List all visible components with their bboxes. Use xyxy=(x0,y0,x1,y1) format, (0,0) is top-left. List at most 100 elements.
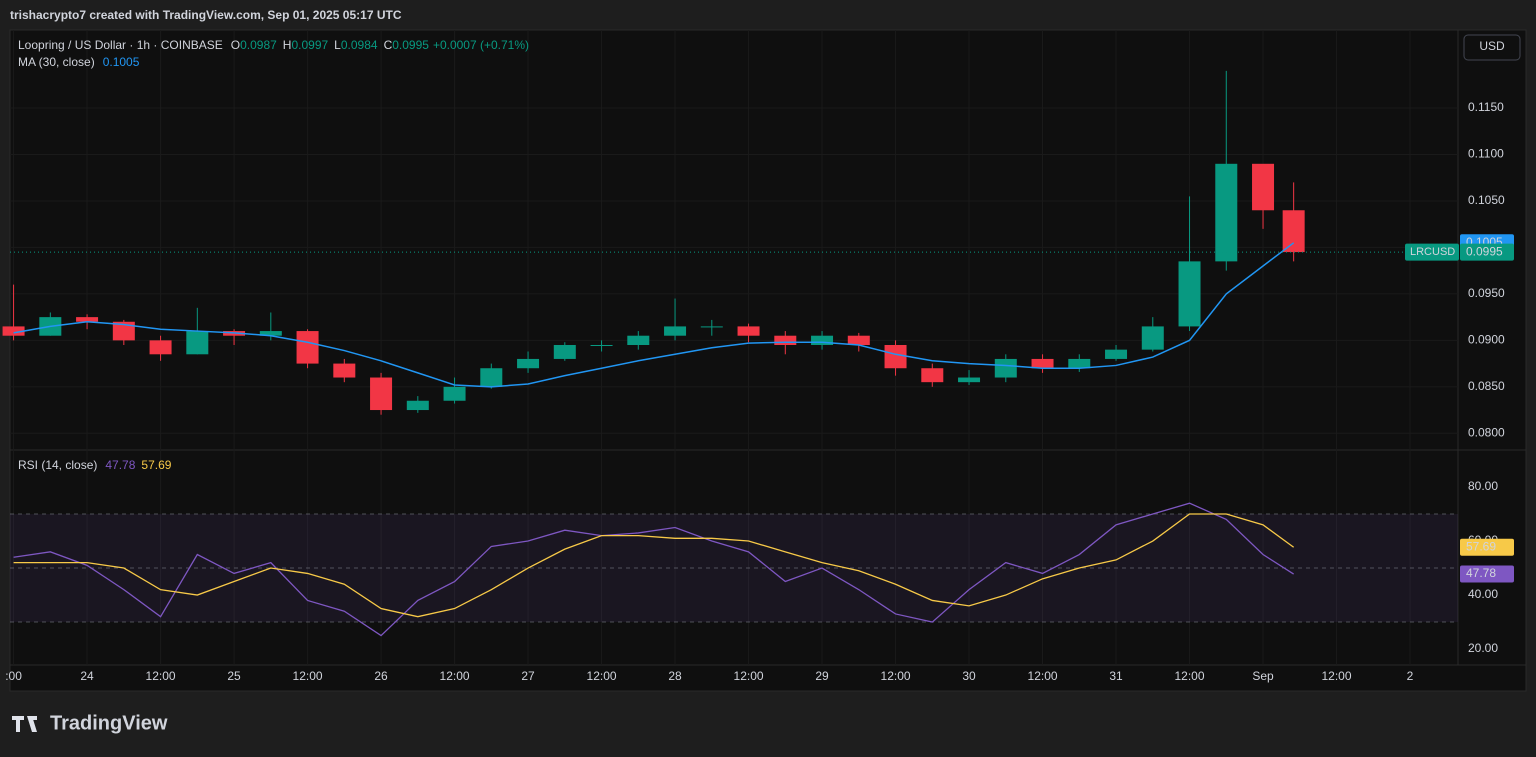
y-tick-label: 0.1050 xyxy=(1468,193,1505,207)
candle-body xyxy=(2,326,25,336)
rsi-legend: RSI (14, close) 47.78 57.69 xyxy=(18,458,172,472)
candle-body xyxy=(958,377,981,383)
candle-body xyxy=(1105,349,1128,359)
candle-body xyxy=(774,335,797,345)
candle-body xyxy=(1068,358,1091,369)
logo-text: TradingView xyxy=(50,712,168,734)
rsi-ma-badge-bg xyxy=(1460,538,1514,556)
currency-label[interactable]: USD xyxy=(1479,39,1505,53)
x-tick-label: 12:00 xyxy=(1175,669,1205,683)
candle-body xyxy=(1282,210,1305,253)
ma-legend: MA (30, close) 0.1005 xyxy=(18,55,140,69)
y-tick-label: 0.0850 xyxy=(1468,379,1505,393)
rsi-tick-label: 20.00 xyxy=(1468,641,1498,655)
currency-button[interactable] xyxy=(1463,34,1521,61)
candle-body xyxy=(333,363,356,378)
x-tick-label: 27 xyxy=(521,669,535,683)
candle-body xyxy=(553,345,576,359)
rsi-ma-badge: 57.69 xyxy=(1466,539,1496,553)
candle-body xyxy=(517,358,540,369)
candle-body xyxy=(737,326,760,336)
y-tick-label: 0.0900 xyxy=(1468,333,1505,347)
candle-body xyxy=(259,331,282,336)
candle-body xyxy=(406,400,429,411)
candle-body xyxy=(664,326,687,336)
x-tick-label: 30 xyxy=(962,669,976,683)
symbol-badge-bg xyxy=(1405,243,1459,261)
x-tick-label: 12:00 xyxy=(1028,669,1058,683)
candle-body xyxy=(296,331,319,364)
candle-body xyxy=(1215,163,1238,262)
legend-item: C xyxy=(384,38,393,52)
candle-body xyxy=(994,358,1017,378)
plot: :00 24 12:00 25 12:00 26 12:00 27 12:00 28 12:00 29… xyxy=(2,30,1514,683)
legend-item: 47.78 xyxy=(105,458,135,472)
candle-body xyxy=(627,335,650,345)
x-tick-label: :00 xyxy=(5,669,22,683)
x-tick-label: 2 xyxy=(1407,669,1414,683)
legend-item: +0.0007 (+0.71%) xyxy=(433,38,529,52)
overlay: USD TradingView Loopring / US Dollar · 1… xyxy=(12,34,1521,734)
x-tick-label: 12:00 xyxy=(146,669,176,683)
rsi-tick-label: 80.00 xyxy=(1468,479,1498,493)
legend-item: 0.1005 xyxy=(103,55,140,69)
candle-body xyxy=(443,386,466,401)
x-tick-label: 12:00 xyxy=(881,669,911,683)
candle-body xyxy=(149,340,172,355)
y-tick-label: 0.0950 xyxy=(1468,286,1505,300)
x-tick-label: 26 xyxy=(374,669,388,683)
rsi-badge: 47.78 xyxy=(1466,566,1496,580)
ma-line xyxy=(13,242,1295,388)
price-badge-bg xyxy=(1460,243,1514,261)
legend-item: MA (30, close) xyxy=(18,55,95,69)
candle-body xyxy=(811,335,834,345)
legend-item: H xyxy=(283,38,292,52)
legend-item: 0.0987 xyxy=(240,38,277,52)
candle-body xyxy=(847,335,870,345)
x-tick-label: 24 xyxy=(80,669,94,683)
candle-body xyxy=(370,377,393,411)
legend-item: Loopring / US Dollar · 1h · COINBASE xyxy=(18,38,223,52)
x-tick-label: 12:00 xyxy=(1322,669,1352,683)
x-tick-label: 25 xyxy=(227,669,241,683)
rsi-line xyxy=(13,513,1295,618)
x-tick-label: 28 xyxy=(668,669,682,683)
candle-body xyxy=(1178,261,1201,327)
legend-item: 0.0984 xyxy=(341,38,378,52)
rsi-line xyxy=(13,502,1294,637)
legend-item: RSI (14, close) xyxy=(18,458,97,472)
x-tick-label: 12:00 xyxy=(587,669,617,683)
rsi-badge-bg xyxy=(1460,565,1514,583)
y-tick-label: 0.1100 xyxy=(1468,147,1504,161)
price-legend: Loopring / US Dollar · 1h · COINBASE O0.0… xyxy=(18,38,529,52)
candle-body xyxy=(112,321,135,341)
candle-body xyxy=(700,326,723,328)
symbol-badge: LRCUSD xyxy=(1410,246,1455,258)
logo: TradingView xyxy=(12,712,168,734)
candle-body xyxy=(1252,163,1275,211)
legend-item: 0.0995 xyxy=(392,38,429,52)
legend-item: 57.69 xyxy=(141,458,171,472)
candle-body xyxy=(884,345,907,369)
legend-item: O xyxy=(231,38,240,52)
candle-body xyxy=(1031,358,1054,369)
logo-mark xyxy=(12,716,37,732)
y-tick-label: 0.1150 xyxy=(1468,100,1504,114)
legend-item: L xyxy=(334,38,341,52)
candle-body xyxy=(480,368,503,387)
x-tick-label: 12:00 xyxy=(440,669,470,683)
chart-panel xyxy=(9,29,1527,692)
x-tick-label: 12:00 xyxy=(293,669,323,683)
candle-body xyxy=(590,345,613,346)
candle-body xyxy=(76,317,99,322)
credit: trishacrypto7 created with TradingView.c… xyxy=(10,8,402,22)
x-tick-label: 31 xyxy=(1109,669,1123,683)
x-tick-label: 29 xyxy=(815,669,829,683)
rsi-tick-label: 40.00 xyxy=(1468,587,1498,601)
candle-body xyxy=(921,368,944,383)
price-badge: 0.0995 xyxy=(1466,244,1503,258)
candle-body xyxy=(186,331,209,355)
legend-item: 0.0997 xyxy=(291,38,328,52)
candle-body xyxy=(1141,326,1164,350)
